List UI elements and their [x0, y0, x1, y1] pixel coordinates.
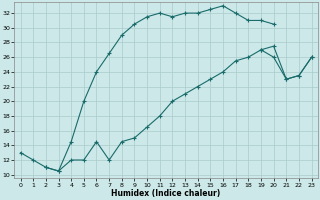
X-axis label: Humidex (Indice chaleur): Humidex (Indice chaleur)	[111, 189, 221, 198]
